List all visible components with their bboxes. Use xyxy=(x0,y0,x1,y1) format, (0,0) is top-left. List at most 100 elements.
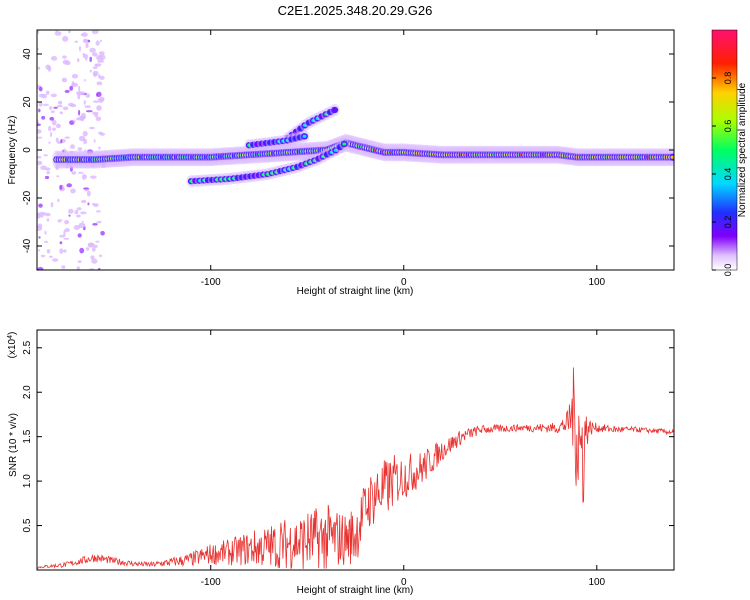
figure-title: C2E1.2025.348.20.29.G26 xyxy=(278,3,433,18)
spectrogram-noise-blob xyxy=(59,248,64,254)
spectrogram-noise-blob xyxy=(91,258,98,264)
spectrogram-noise-blob xyxy=(40,165,47,171)
spectrogram-noise-blob xyxy=(87,39,91,43)
spectrogram-x-label: Height of straight line (km) xyxy=(297,286,414,297)
spectrogram-y-tick-label: 40 xyxy=(22,48,33,60)
spectrogram-noise-blob xyxy=(97,267,101,270)
spectrogram-noise-blob xyxy=(66,183,72,188)
spectrogram-noise-blob xyxy=(93,139,96,143)
snr-y-tick-label: 2.0 xyxy=(22,385,33,399)
spectrogram-noise-blob xyxy=(46,249,51,254)
spectrogram-noise-blob xyxy=(73,119,76,124)
spectrogram-noise-blob xyxy=(92,100,99,103)
spectrogram-noise-blob xyxy=(59,241,63,245)
spectrogram-noise-blob xyxy=(77,233,82,238)
snr-panel: -100 0 100 0.5 1.0 1.5 2.0 2.5 Height of straig… xyxy=(7,329,675,596)
spectrogram-noise-blob xyxy=(82,130,88,137)
spectrogram-noise-blob xyxy=(70,188,76,194)
spectrogram-noise-blob xyxy=(37,249,41,252)
spectrogram-noise-blob xyxy=(43,154,48,157)
spectrogram-noise-blob xyxy=(95,40,100,46)
spectrogram-panel: -100 0 100 -40 -20 0 20 40 Height of straight l… xyxy=(7,29,675,297)
spectrogram-noise-blob xyxy=(59,111,64,115)
spectrogram-noise-blob xyxy=(69,85,74,91)
spectrogram-noise-blob xyxy=(40,254,46,258)
spectrogram-noise-blob xyxy=(96,81,103,86)
spectrogram-noise-blob xyxy=(98,51,105,56)
spectrogram-noise-blob xyxy=(45,90,50,95)
spectrogram-noise-blob xyxy=(37,155,42,159)
spectrogram-noise-blob xyxy=(74,209,79,215)
spectrogram-noise-blob xyxy=(59,185,63,190)
spectrogram-noise-blob xyxy=(37,129,42,134)
spectrogram-noise-blob xyxy=(95,63,102,67)
colorbar-tick-label: 0.0 xyxy=(723,264,733,277)
spectrogram-noise-blob xyxy=(55,137,59,143)
spectrogram-noise-blob xyxy=(81,115,85,122)
spectrogram-noise-blob xyxy=(97,131,103,135)
colorbar-tick-label: 0.8 xyxy=(723,72,733,85)
spectrogram-noise-blob xyxy=(48,255,53,258)
spectrogram-noise-blob xyxy=(63,237,70,240)
snr-y-tick-label: 0.5 xyxy=(22,518,33,532)
spectrogram-core xyxy=(332,108,337,112)
spectrogram-noise-blob xyxy=(74,40,79,43)
spectrogram-y-tick-label: 20 xyxy=(22,96,33,108)
spectrogram-noise-blob xyxy=(96,105,102,111)
spectrogram-noise-blob xyxy=(60,139,63,144)
spectrogram-noise-blob xyxy=(93,244,98,249)
spectrogram-noise-blob xyxy=(46,218,50,222)
spectrogram-noise-blob xyxy=(55,30,58,33)
spectrogram-noise-blob xyxy=(92,52,98,57)
spectrogram-noise-blob xyxy=(42,103,49,106)
spectrogram-noise-blob xyxy=(62,59,69,65)
spectrogram-noise-blob xyxy=(85,110,93,113)
spectrogram-noise-blob xyxy=(50,56,58,61)
spectrogram-noise-blob xyxy=(94,72,97,77)
spectrogram-noise-blob xyxy=(38,236,41,239)
spectrogram-noise-blob xyxy=(53,106,58,109)
spectrogram-noise-blob xyxy=(56,104,63,108)
spectrogram-noise-blob xyxy=(49,106,53,110)
spectrogram-axes: -100 0 100 -40 -20 0 20 40 xyxy=(22,30,674,288)
spectrogram-noise-blob xyxy=(38,86,43,92)
spectrogram-noise-blob xyxy=(83,187,90,190)
spectrogram-noise-blob xyxy=(78,85,81,92)
spectrogram-noise-blob xyxy=(71,81,75,87)
spectrogram-y-label: Frequency (Hz) xyxy=(7,116,18,185)
spectrogram-noise-blob xyxy=(92,203,96,206)
spectrogram-noise-blob xyxy=(81,220,84,223)
spectrogram-core xyxy=(342,142,347,146)
spectrogram-noise-blob xyxy=(80,33,84,36)
spectrogram-noise-blob xyxy=(37,30,40,34)
spectrogram-noise-blob xyxy=(98,146,101,150)
spectrogram-noise-blob xyxy=(38,203,43,208)
spectrogram-noise-blob xyxy=(100,39,103,43)
spectrogram-noise-blob xyxy=(95,116,102,122)
spectrogram-noise-blob xyxy=(61,77,67,83)
spectrogram-y-tick-label: -40 xyxy=(22,238,33,253)
spectrogram-noise-blob xyxy=(84,105,91,108)
spectrogram-noise-blob xyxy=(49,116,55,121)
snr-axes: -100 0 100 0.5 1.0 1.5 2.0 2.5 xyxy=(22,330,674,588)
spectrogram-noise-blob xyxy=(57,198,60,203)
spectrogram-noise-blob xyxy=(54,31,62,36)
spectrogram-noise-blob xyxy=(37,160,43,166)
spectrogram-noise-blob xyxy=(96,220,102,224)
spectrogram-noise-blob xyxy=(81,174,87,180)
spectrogram-noise-blob xyxy=(70,144,75,149)
spectrogram-noise-blob xyxy=(76,207,82,211)
colorbar: 0.0 0.2 0.4 0.6 0.8 Normalized spectral ampl… xyxy=(711,29,748,277)
spectrogram-marks xyxy=(37,30,674,270)
spectrogram-noise-blob xyxy=(48,125,52,132)
spectrogram-noise-blob xyxy=(56,123,61,129)
colorbar-label: Normalized spectral amplitude xyxy=(737,82,748,217)
snr-x-label: Height of straight line (km) xyxy=(297,585,414,596)
spectrogram-noise-blob xyxy=(89,56,92,63)
spectrogram-noise-blob xyxy=(75,117,82,121)
spectrogram-noise-blob xyxy=(91,30,99,35)
spectrogram-noise-blob xyxy=(52,127,56,131)
spectrogram-y-tick-label: -20 xyxy=(22,190,33,205)
spectrogram-noise-blob xyxy=(61,265,66,269)
